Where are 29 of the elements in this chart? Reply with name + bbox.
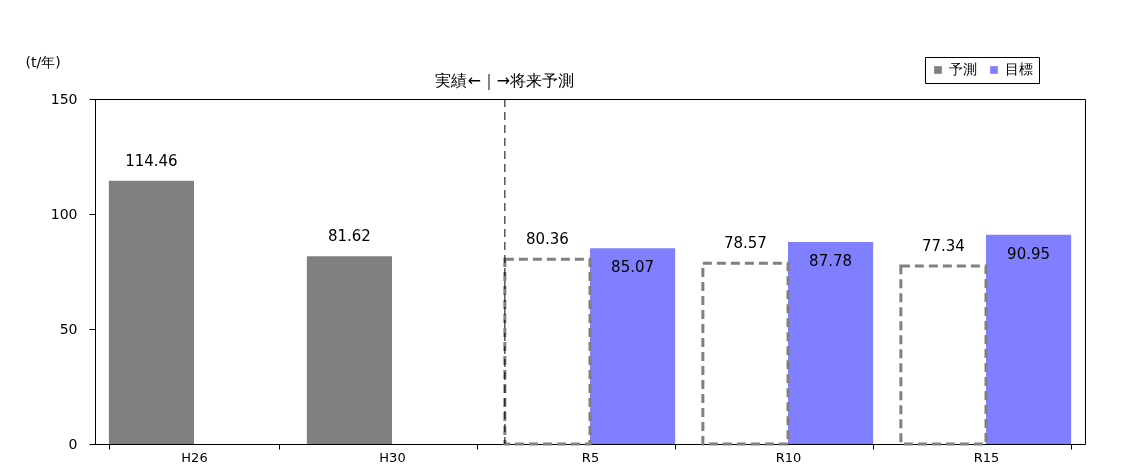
ref-line-label: 実績←｜→将来予測 xyxy=(435,71,575,90)
data-label: 87.78 xyxy=(809,252,853,271)
y-tick-label: 150 xyxy=(50,90,78,107)
y-tick-label: 0 xyxy=(68,435,78,452)
bar xyxy=(701,261,790,446)
data-label: 114.46 xyxy=(125,151,178,170)
x-tick-label: R10 xyxy=(775,449,802,465)
y-axis-title: (t/年) xyxy=(25,53,61,70)
data-label: 80.36 xyxy=(525,230,569,249)
bar xyxy=(899,264,988,446)
legend-label: 目標 xyxy=(1005,61,1033,77)
x-tick-label: R15 xyxy=(973,449,1000,465)
x-tick-label: H26 xyxy=(181,449,208,465)
legend-label: 予測 xyxy=(949,61,977,77)
y-tick-label: 50 xyxy=(59,320,78,337)
data-label: 90.95 xyxy=(1007,244,1051,263)
data-label: 78.57 xyxy=(723,234,767,253)
bar xyxy=(590,248,676,444)
bar xyxy=(986,234,1072,444)
data-label: 81.62 xyxy=(327,227,371,246)
x-tick-label: H30 xyxy=(379,449,406,465)
data-label: 85.07 xyxy=(611,258,655,277)
bar xyxy=(503,257,592,446)
data-label: 77.34 xyxy=(921,237,965,256)
y-tick-label: 100 xyxy=(50,205,78,222)
bar xyxy=(788,242,874,444)
x-tick-label: R5 xyxy=(581,449,600,465)
bar xyxy=(108,180,194,444)
bar xyxy=(306,256,392,444)
